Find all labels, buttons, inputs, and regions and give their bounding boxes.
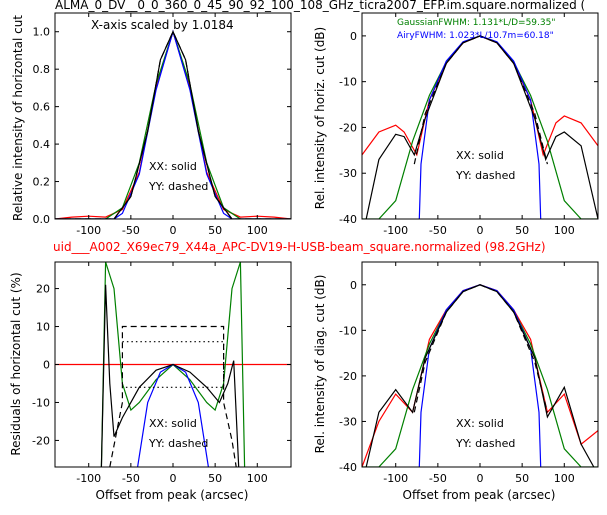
legend-entry: YY: dashed [148,437,208,450]
axes-frame-1 [361,12,599,220]
xlabel-bottom-right: Offset from peak (arcsec) [403,488,556,502]
series-line-1-1 [362,35,598,219]
ylabel-top-right: Rel. intensity of horiz. cut (dB) [313,27,327,209]
ytick-label: -30 [339,167,357,180]
legend-entry: YY: dashed [148,180,208,193]
series-line-0-3 [55,30,291,219]
ytick-label: -10 [32,396,50,409]
series-line-2-4 [109,325,237,467]
ytick-label: 0 [350,30,357,43]
series-line-1-3 [365,35,598,219]
ytick-label: -10 [339,76,357,89]
xtick-label: 50 [515,472,529,485]
ytick-label: -40 [339,461,357,474]
xtick-label: 0 [477,224,484,237]
series-line-1-4 [413,35,548,165]
plot-area-2 [55,262,291,467]
ytick-label: -20 [339,370,357,383]
ytick-label: 0.6 [33,101,51,114]
series-line-3-4 [413,284,548,413]
series-line-2-3 [100,284,240,467]
xtick-label: -100 [76,224,101,237]
legend-entry: XX: solid [456,149,504,162]
ylabel-bottom-left: Residuals of horizontal cut (%) [9,272,23,455]
xlabel-bottom-left: Offset from peak (arcsec) [96,488,249,502]
fit-label: AiryFWHM: 1.023*L/10.7m=60.18" [397,31,554,41]
xtick-label: -100 [383,224,408,237]
series-line-1-0 [362,35,598,157]
ytick-label: 0.4 [33,138,51,151]
ytick-label: 0 [350,279,357,292]
xtick-label: -50 [429,472,447,485]
series-line-2-5 [122,341,225,388]
xtick-label: 0 [170,224,177,237]
xtick-label: 100 [554,472,575,485]
plot-area-1 [362,35,598,219]
xtick-label: -100 [76,472,101,485]
ytick-label: -30 [339,415,357,428]
middle-title: uid___A002_X69ec79_X44a_APC-DV19-H-USB-b… [53,240,546,254]
ytick-label: -20 [32,434,50,447]
ytick-label: -40 [339,213,357,226]
ytick-label: 10 [36,321,50,334]
ytick-label: -20 [339,121,357,134]
ytick-label: 0 [43,359,50,372]
plot-area-0 [55,29,291,219]
ytick-label: 0.8 [33,63,51,76]
series-line-1-2 [418,35,542,219]
xtick-label: 0 [477,472,484,485]
xtick-label: 50 [208,472,222,485]
ytick-label: 0.0 [33,213,51,226]
ytick-label: 0.2 [33,176,51,189]
xtick-label: 50 [515,224,529,237]
xtick-label: 100 [247,472,268,485]
xtick-label: 100 [247,224,268,237]
plot-area-3 [362,284,598,467]
xtick-label: 100 [554,224,575,237]
legend-entry: YY: dashed [455,437,515,450]
ylabel-bottom-right: Rel. intensity of diag. cut (dB) [313,275,327,454]
xtick-label: -50 [122,472,140,485]
scale-annotation: X-axis scaled by 1.0184 [91,18,234,32]
legend-entry: XX: solid [456,417,504,430]
xtick-label: 0 [170,472,177,485]
ytick-label: -10 [339,324,357,337]
legend-entry: YY: dashed [455,169,515,182]
ylabel-top-left: Relative intensity of horizontal cut [11,15,25,221]
xtick-label: -50 [429,224,447,237]
xtick-label: -100 [383,472,408,485]
legend-entry: XX: solid [149,417,197,430]
xtick-label: 50 [208,224,222,237]
legend-entry: XX: solid [149,160,197,173]
ytick-label: 20 [36,283,50,296]
fit-label: GaussianFWHM: 1.131*L/D=59.35" [397,18,555,28]
top-title: ALMA_0_DV__0_0_360_0_45_90_92_100_108_GH… [55,0,585,12]
ytick-label: 1.0 [33,26,51,39]
xtick-label: -50 [122,224,140,237]
